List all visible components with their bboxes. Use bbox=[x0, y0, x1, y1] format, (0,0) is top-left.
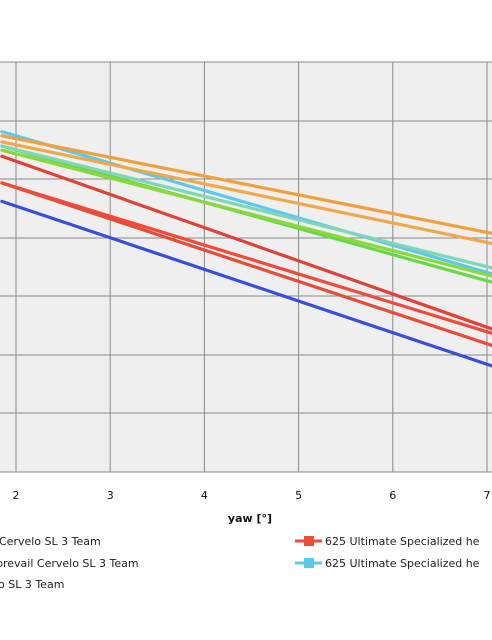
series-line-4 bbox=[0, 181, 492, 335]
legend-label-4: 625 Ultimate Specialized he bbox=[325, 535, 480, 548]
series-line-1 bbox=[0, 199, 492, 368]
series-line-2 bbox=[0, 181, 492, 348]
legend-entry-4: 625 Ultimate Specialized he bbox=[295, 535, 480, 548]
legend-label-2: prevail Cervelo SL 3 Team bbox=[0, 557, 139, 570]
legend: Cervelo SL 3 Team prevail Cervelo SL 3 T… bbox=[0, 535, 480, 591]
x-tick-label: 7 bbox=[484, 489, 491, 502]
x-tick-label: 6 bbox=[389, 489, 396, 502]
series-line-5 bbox=[0, 130, 492, 276]
series-line-10 bbox=[0, 144, 492, 270]
series-line-7 bbox=[0, 140, 492, 246]
x-tick-labels: 2 3 4 5 6 7 bbox=[13, 489, 491, 502]
x-axis-title: yaw [°] bbox=[228, 512, 272, 525]
series-line-3 bbox=[0, 154, 492, 331]
series-lines bbox=[0, 130, 492, 368]
legend-label-1: Cervelo SL 3 Team bbox=[0, 535, 101, 548]
legend-entry-5: 625 Ultimate Specialized he bbox=[295, 557, 480, 570]
legend-marker-box-5 bbox=[304, 558, 314, 568]
series-line-9 bbox=[0, 148, 492, 278]
x-tick-label: 5 bbox=[295, 489, 302, 502]
series-line-6 bbox=[0, 134, 492, 235]
x-tick-label: 2 bbox=[13, 489, 20, 502]
legend-marker-box-4 bbox=[304, 536, 314, 546]
plot-area bbox=[0, 62, 492, 472]
x-tick-label: 3 bbox=[107, 489, 114, 502]
x-tick-label: 4 bbox=[201, 489, 208, 502]
legend-label-3: o SL 3 Team bbox=[0, 578, 64, 591]
legend-label-5: 625 Ultimate Specialized he bbox=[325, 557, 480, 570]
